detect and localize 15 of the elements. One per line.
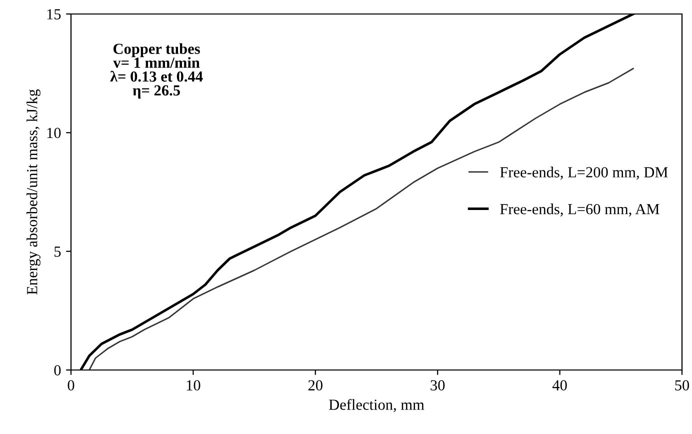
y-tick-label: 5	[54, 246, 61, 257]
x-tick-label: 40	[552, 380, 567, 390]
x-tick-label: 0	[68, 380, 74, 390]
y-axis-title: Energy absorbed/unit mass, kJ/kg	[26, 89, 40, 295]
y-tick-label: 0	[54, 365, 61, 376]
x-tick-label: 50	[675, 380, 690, 390]
x-axis-title: Deflection, mm	[329, 398, 424, 412]
y-tick-label: 10	[47, 128, 61, 138]
annotation: Copper tubes v= 1 mm/min λ= 0.13 et 0.44 η= 26.5	[110, 43, 203, 99]
x-tick-label: 10	[186, 380, 200, 390]
legend-label: Free-ends, L=60 mm, AM	[500, 204, 660, 216]
x-tick-label: 30	[430, 380, 445, 390]
legend-label: Free-ends, L=200 mm, DM	[500, 166, 668, 180]
x-tick-label: 20	[308, 380, 322, 390]
y-tick-label: 15	[47, 9, 61, 20]
